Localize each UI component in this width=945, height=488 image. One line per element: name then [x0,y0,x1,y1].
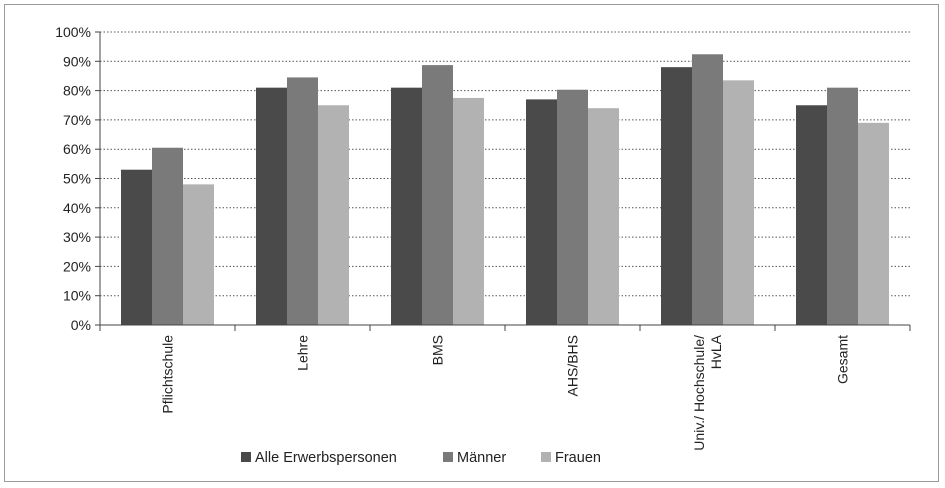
bar-alle-erwerbspersonen-1 [256,87,287,325]
bar-frauen-4 [723,80,754,325]
bar-m-nner-3 [557,89,588,325]
bar-frauen-5 [858,122,889,325]
bar-m-nner-5 [827,87,858,325]
bar-m-nner-1 [287,77,318,325]
bar-alle-erwerbspersonen-3 [526,99,557,325]
y-tick-label: 0% [71,317,91,333]
category-label-line: BMS [430,335,446,365]
bar-m-nner-4 [692,54,723,325]
bar-alle-erwerbspersonen-0 [121,169,152,325]
y-tick-label: 70% [63,112,91,128]
legend-swatch [241,452,251,462]
bar-alle-erwerbspersonen-2 [391,87,422,325]
y-tick-label: 60% [63,141,91,157]
legend-item: Alle Erwerbspersonen [241,450,397,466]
bar-frauen-0 [183,184,214,325]
bar-m-nner-0 [152,147,183,325]
bar-frauen-1 [318,105,349,325]
category-label: Gesamt [835,335,851,384]
legend-label: Frauen [555,450,601,466]
y-tick-label: 40% [63,200,91,216]
category-label-line: Pflichtschule [160,335,176,414]
category-label-line: Univ./ Hochschule/ [691,335,707,451]
category-label: Univ./ Hochschule/HvLA [691,334,724,450]
y-tick-label: 50% [63,171,91,187]
gridlines [100,31,910,297]
category-label: Lehre [295,335,311,371]
legend-item: Frauen [541,450,601,466]
bars [121,54,889,326]
category-label-line: Gesamt [835,335,851,384]
category-label-line: Lehre [295,335,311,371]
y-tick-label: 20% [63,258,91,274]
category-label: AHS/BHS [565,335,581,396]
y-axis: 0% 10% 20% 30% 40% 50% 60% 70% 80% 90% 100% [55,24,101,333]
y-tick-label: 100% [55,24,91,40]
bar-m-nner-2 [422,65,453,325]
category-label: BMS [430,335,446,365]
bar-frauen-3 [588,108,619,326]
y-tick-label: 80% [63,83,91,99]
bar-alle-erwerbspersonen-4 [661,67,692,325]
category-label-line: AHS/BHS [565,335,581,396]
y-tick-label: 30% [63,229,91,245]
legend-label: Männer [457,450,506,466]
legend-swatch [443,452,453,462]
legend-swatch [541,452,551,462]
category-label-line: HvLA [708,334,724,369]
bar-alle-erwerbspersonen-5 [796,105,827,325]
category-label: Pflichtschule [160,335,176,414]
legend-item: Männer [443,450,506,466]
legend-label: Alle Erwerbspersonen [255,450,397,466]
y-tick-label: 10% [63,288,91,304]
y-tick-label: 90% [63,53,91,69]
legend: Alle Erwerbspersonen Männer Frauen [241,450,601,466]
bar-frauen-2 [453,97,484,325]
x-axis: Pflichtschule Lehre BMS AHS/BHS Univ./ Hochs… [99,324,911,451]
